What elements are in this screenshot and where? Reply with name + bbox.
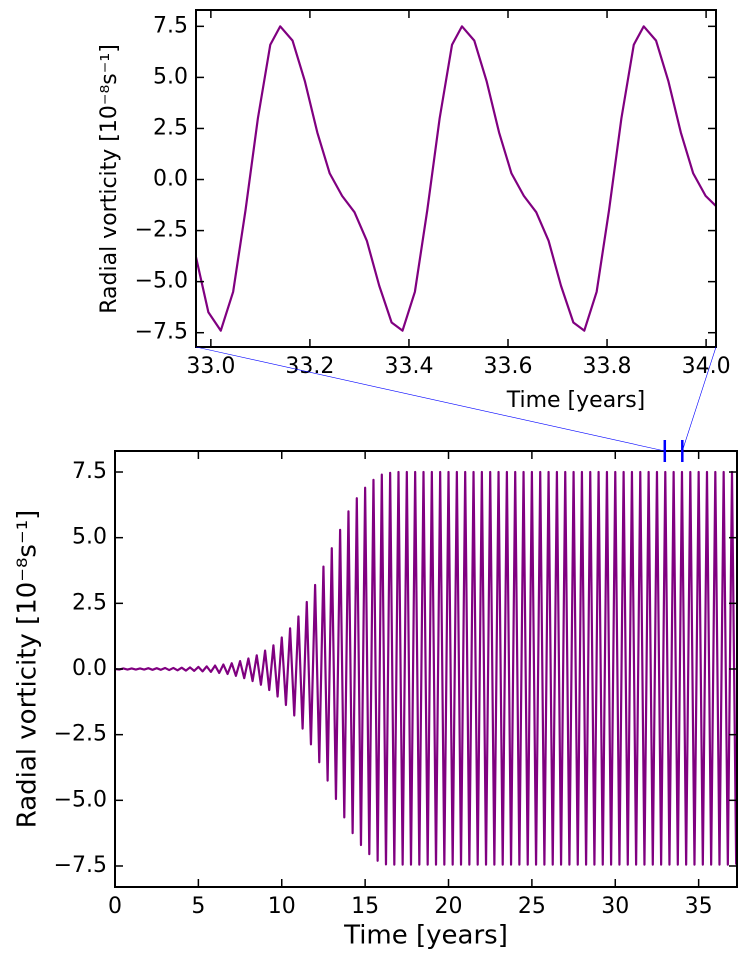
plot-area <box>196 25 716 332</box>
x-tick-label: 35 <box>685 894 713 919</box>
y-tick-label: 2.5 <box>72 590 107 615</box>
x-tick-label: 10 <box>268 894 296 919</box>
y-axis-label: Radial vorticity [10⁻⁸s⁻¹] <box>13 510 43 829</box>
x-tick-label: 33.8 <box>583 354 632 379</box>
y-tick-label: −2.5 <box>54 722 107 747</box>
x-tick-label: 25 <box>518 894 546 919</box>
x-axis-label: Time [years] <box>506 388 646 413</box>
data-line <box>115 470 737 866</box>
x-tick-label: 33.2 <box>285 354 334 379</box>
axes-frame <box>195 9 717 348</box>
zoom-connector <box>195 346 665 452</box>
x-tick-label: 30 <box>601 894 629 919</box>
x-tick-label: 34.0 <box>682 354 731 379</box>
plot-area <box>115 470 737 866</box>
x-tick-label: 20 <box>435 894 463 919</box>
x-tick-label: 15 <box>351 894 379 919</box>
x-tick-label: 33.6 <box>484 354 533 379</box>
y-tick-label: −7.5 <box>135 320 188 345</box>
y-tick-label: 5.0 <box>72 525 107 550</box>
data-line <box>196 25 716 332</box>
y-tick-label: −7.5 <box>54 853 107 878</box>
y-tick-label: 7.5 <box>72 459 107 484</box>
x-tick-label: 33.4 <box>384 354 433 379</box>
y-axis-label: Radial vorticity [10⁻⁸s⁻¹] <box>97 44 122 314</box>
y-tick-label: −2.5 <box>135 218 188 243</box>
y-tick-label: 0.0 <box>72 656 107 681</box>
y-tick-label: −5.0 <box>135 269 188 294</box>
y-tick-label: 7.5 <box>153 13 188 38</box>
y-tick-label: 5.0 <box>153 64 188 89</box>
x-tick-label: 33.0 <box>186 354 235 379</box>
y-tick-label: −5.0 <box>54 787 107 812</box>
x-axis-label: Time [years] <box>343 921 508 951</box>
x-tick-label: 0 <box>108 894 122 919</box>
x-tick-label: 5 <box>191 894 205 919</box>
y-tick-label: 0.0 <box>153 167 188 192</box>
y-tick-label: 2.5 <box>153 115 188 140</box>
zoom-connector <box>682 346 717 452</box>
